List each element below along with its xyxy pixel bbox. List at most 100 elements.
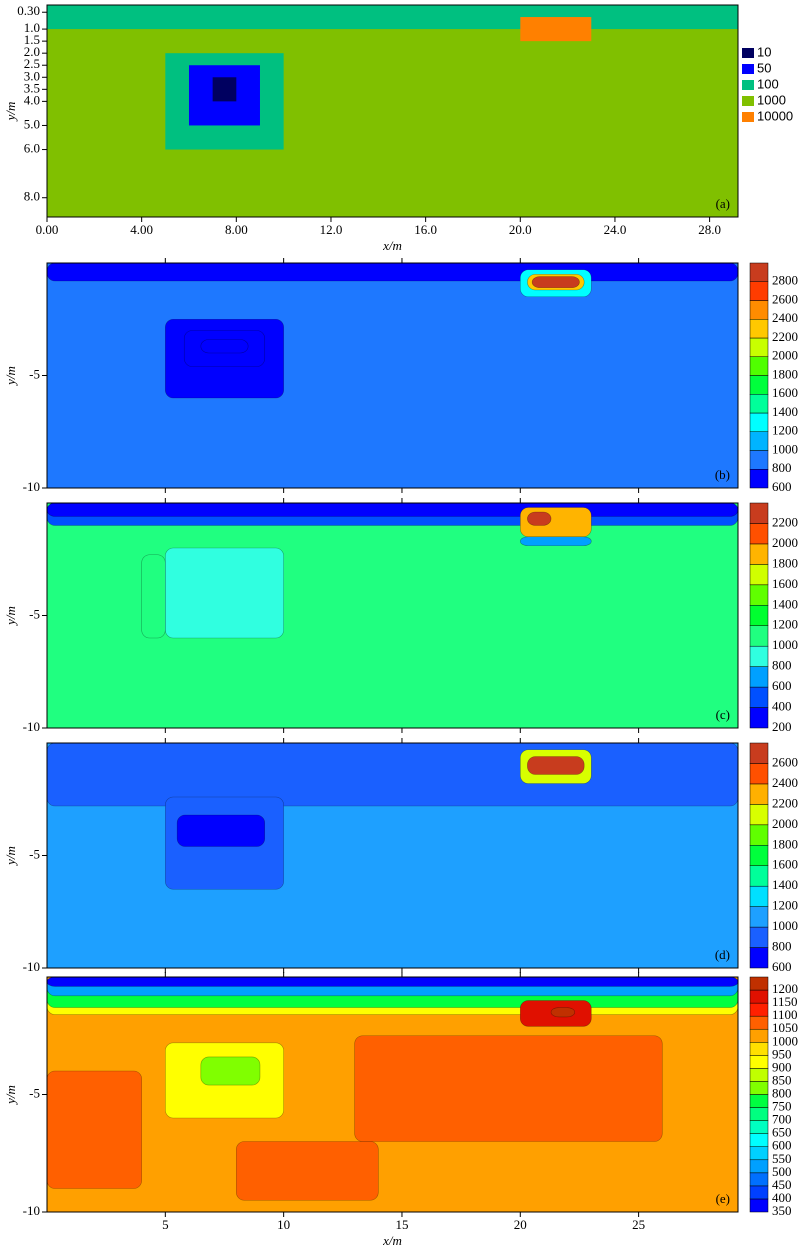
- colorbar-bin: [749, 763, 769, 785]
- colorbar-bin: [749, 1015, 769, 1030]
- colorbar-bin: [749, 1068, 769, 1082]
- colorbar-bin: [749, 865, 769, 887]
- colorbar-label: 1200: [772, 981, 798, 996]
- colorbar-label: 1000: [772, 918, 798, 933]
- y-tick-label: -10: [23, 479, 40, 494]
- colorbar-label: 800: [772, 460, 792, 475]
- colorbar-bin: [749, 262, 769, 282]
- x-tick-label: 10: [277, 1217, 290, 1232]
- colorbar-bin: [749, 375, 769, 395]
- colorbar-bin: [749, 412, 769, 432]
- legend-swatch: [742, 64, 754, 74]
- region: [520, 17, 592, 42]
- colorbar-bin: [749, 686, 769, 708]
- colorbar-bin: [749, 356, 769, 376]
- y-tick-label: -5: [29, 606, 40, 621]
- y-tick-label: -10: [23, 1203, 40, 1218]
- panel-label: (b): [715, 467, 730, 482]
- plot-area: [47, 5, 738, 217]
- colorbar-bin: [749, 1185, 769, 1200]
- x-tick-label: 5: [162, 1217, 169, 1232]
- colorbar-label: 1100: [772, 1007, 798, 1022]
- y-axis-label: y/m: [3, 1085, 18, 1106]
- region: [47, 263, 738, 282]
- colorbar-bin: [749, 906, 769, 928]
- colorbar-bin: [749, 523, 769, 545]
- region: [527, 756, 585, 775]
- colorbar-bin: [749, 989, 769, 1004]
- region: [527, 511, 552, 526]
- colorbar-bin: [749, 1198, 769, 1213]
- region: [200, 1056, 261, 1086]
- colorbar-label: 800: [772, 658, 792, 673]
- colorbar-label: 1000: [772, 1033, 798, 1048]
- x-tick-label: 20.0: [509, 222, 532, 237]
- region: [165, 547, 284, 639]
- colorbar-label: 400: [772, 699, 792, 714]
- panel-label: (d): [715, 947, 730, 962]
- colorbar-label: 1150: [772, 994, 798, 1009]
- colorbar-bin: [749, 543, 769, 565]
- colorbar-label: 2200: [772, 329, 798, 344]
- x-tick-label: 24.0: [604, 222, 627, 237]
- colorbar-label: 1800: [772, 555, 798, 570]
- colorbar-label: 1400: [772, 877, 798, 892]
- x-tick-label: 8.00: [225, 222, 248, 237]
- colorbar-bin: [749, 742, 769, 764]
- y-tick-label: -10: [23, 959, 40, 974]
- colorbar-bin: [749, 1107, 769, 1121]
- plot-area: [47, 977, 738, 1212]
- y-tick-label: 2.0: [24, 44, 40, 59]
- colorbar-bin: [749, 1042, 769, 1056]
- colorbar-label: 2400: [772, 310, 798, 325]
- colorbar-label: 2400: [772, 775, 798, 790]
- colorbar-bin: [749, 804, 769, 826]
- colorbar-label: 650: [772, 1125, 792, 1140]
- colorbar-bin: [749, 300, 769, 320]
- legend-label: 10: [757, 44, 771, 59]
- legend-swatch: [742, 48, 754, 58]
- region: [47, 5, 738, 217]
- colorbar-label: 800: [772, 939, 792, 954]
- colorbar-label: 1050: [772, 1020, 798, 1035]
- x-tick-label: 20: [514, 1217, 527, 1232]
- y-axis-label: y/m: [3, 366, 18, 387]
- colorbar-label: 2000: [772, 816, 798, 831]
- colorbar-bin: [749, 1055, 769, 1069]
- colorbar-bin: [749, 1133, 769, 1147]
- plot-area: [47, 743, 738, 968]
- y-tick-label: -5: [29, 366, 40, 381]
- colorbar-bin: [749, 947, 769, 969]
- colorbar-bin: [749, 645, 769, 667]
- colorbar-label: 750: [772, 1099, 792, 1114]
- region: [47, 1070, 142, 1189]
- colorbar-bin: [749, 824, 769, 846]
- colorbar-label: 1000: [772, 441, 798, 456]
- colorbar-bin: [749, 1159, 769, 1174]
- colorbar-label: 950: [772, 1046, 792, 1061]
- region: [47, 503, 738, 517]
- colorbar-label: 1800: [772, 366, 798, 381]
- colorbar-label: 2000: [772, 535, 798, 550]
- colorbar-bin: [749, 1094, 769, 1108]
- legend-swatch: [742, 112, 754, 122]
- colorbar-label: 1200: [772, 898, 798, 913]
- region: [47, 5, 738, 30]
- colorbar-label: 2600: [772, 291, 798, 306]
- colorbar-label: 1400: [772, 404, 798, 419]
- y-tick-label: 6.0: [24, 141, 40, 156]
- colorbar-bin: [749, 1081, 769, 1095]
- x-tick-label: 12.0: [320, 222, 343, 237]
- x-tick-label: 15: [395, 1217, 408, 1232]
- x-axis-label: x/m: [382, 1233, 402, 1248]
- region: [200, 339, 249, 354]
- colorbar-bin: [749, 337, 769, 357]
- region: [236, 1141, 379, 1201]
- colorbar-bin: [749, 1028, 769, 1043]
- colorbar-label: 1200: [772, 423, 798, 438]
- y-tick-label: 3.5: [24, 80, 40, 95]
- y-axis-label: y/m: [3, 846, 18, 867]
- region: [47, 977, 738, 987]
- colorbar-label: 1600: [772, 576, 798, 591]
- x-tick-label: 4.00: [130, 222, 153, 237]
